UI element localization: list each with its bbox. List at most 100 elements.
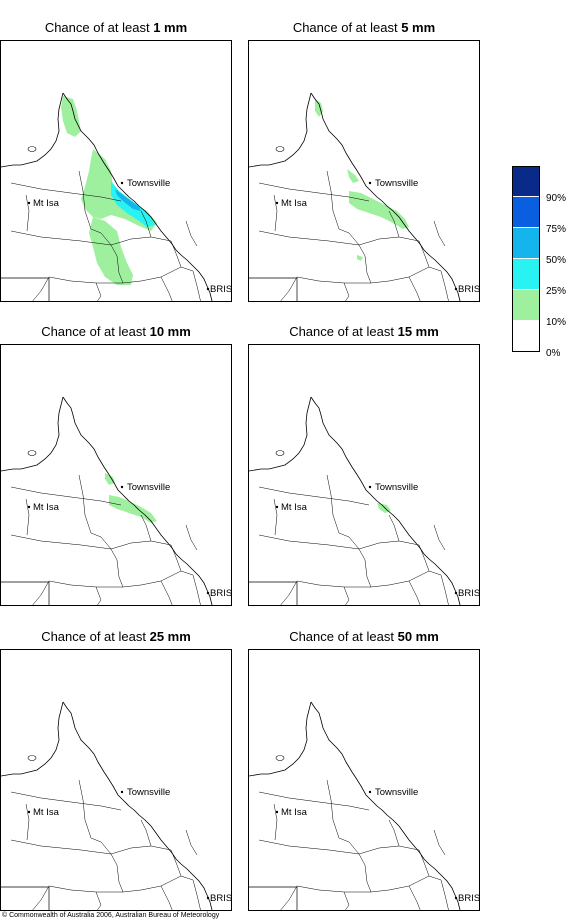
queensland-map: Townsville Mt Isa BRIS — [248, 649, 480, 911]
district-boundary — [25, 803, 30, 841]
brisbane-label: BRIS — [458, 284, 480, 295]
townsville-label: Townsville — [375, 482, 418, 493]
district-boundary — [122, 875, 194, 893]
district-boundary — [348, 536, 372, 588]
district-boundary — [343, 891, 350, 910]
district-boundary — [95, 891, 102, 910]
mt-isa-label: Mt Isa — [33, 807, 60, 818]
district-boundary — [160, 885, 173, 910]
district-boundary — [348, 841, 372, 893]
district-boundary — [258, 791, 370, 811]
place-marker — [206, 591, 210, 595]
townsville-label: Townsville — [127, 482, 170, 493]
district-boundary — [78, 779, 102, 843]
townsville-label: Townsville — [375, 178, 418, 189]
district-boundary — [100, 232, 124, 284]
rainfall-probability-area — [349, 191, 409, 229]
district-boundary — [433, 220, 446, 247]
island-outline — [27, 450, 37, 456]
place-marker — [368, 485, 372, 489]
island-outline — [275, 146, 285, 152]
legend-label-0: 0% — [546, 348, 561, 359]
district-boundary — [258, 839, 360, 855]
place-marker — [275, 505, 279, 509]
district-boundary — [32, 885, 50, 910]
mt-isa-label: Mt Isa — [281, 807, 308, 818]
district-boundary — [408, 276, 421, 301]
district-boundary — [140, 819, 152, 847]
inset-border — [249, 581, 298, 605]
brisbane-label: BRIS — [210, 893, 232, 904]
district-boundary — [370, 875, 442, 893]
district-boundary — [358, 236, 420, 246]
inset-border — [249, 886, 298, 910]
district-boundary — [258, 486, 370, 506]
district-boundary — [348, 232, 372, 284]
place-marker — [454, 287, 458, 291]
legend-label-50: 50% — [546, 255, 567, 266]
place-marker — [368, 181, 372, 185]
townsville-label: Townsville — [127, 787, 170, 798]
legend-swatch-10 — [512, 290, 540, 320]
district-boundary — [433, 829, 446, 856]
district-boundary — [170, 240, 182, 268]
inset-border — [249, 277, 298, 301]
place-marker — [120, 485, 124, 489]
district-boundary — [10, 182, 122, 202]
district-boundary — [388, 514, 400, 542]
district-boundary — [418, 849, 430, 877]
district-boundary — [78, 474, 102, 538]
district-boundary — [170, 544, 182, 572]
place-marker — [120, 181, 124, 185]
rainfall-probability-area — [105, 473, 115, 485]
rainfall-probability-area — [347, 169, 359, 183]
district-boundary — [185, 829, 198, 856]
place-marker — [27, 201, 31, 205]
district-boundary — [10, 486, 122, 506]
map-svg: Townsville Mt Isa BRIS — [1, 92, 231, 301]
district-boundary — [48, 885, 123, 893]
legend-label-90: 90% — [546, 193, 567, 204]
district-boundary — [440, 879, 449, 910]
district-boundary — [185, 220, 198, 247]
district-boundary — [273, 498, 278, 536]
island-outline — [27, 146, 37, 152]
mt-isa-label: Mt Isa — [281, 198, 308, 209]
coastline — [62, 396, 213, 605]
gulf-coastline — [1, 92, 64, 168]
district-boundary — [408, 580, 421, 605]
place-marker — [206, 287, 210, 291]
district-boundary — [32, 580, 50, 605]
place-marker — [27, 810, 31, 814]
district-boundary — [192, 879, 201, 910]
district-boundary — [280, 580, 298, 605]
queensland-map: Townsville Mt Isa BRIS — [248, 40, 480, 302]
island-outline — [275, 450, 285, 456]
district-boundary — [110, 845, 172, 855]
district-boundary — [10, 230, 112, 246]
place-marker — [368, 790, 372, 794]
district-boundary — [326, 170, 350, 234]
mt-isa-label: Mt Isa — [33, 502, 60, 513]
place-marker — [275, 201, 279, 205]
district-boundary — [408, 885, 421, 910]
district-boundary — [185, 524, 198, 551]
district-boundary — [192, 574, 201, 605]
district-boundary — [258, 230, 360, 246]
panel-title: Chance of at least 5 mm — [292, 20, 436, 35]
brisbane-label: BRIS — [458, 893, 480, 904]
mt-isa-label: Mt Isa — [281, 502, 308, 513]
inset-border — [1, 581, 50, 605]
district-boundary — [370, 266, 442, 284]
district-boundary — [258, 534, 360, 550]
district-boundary — [78, 170, 102, 234]
district-boundary — [358, 845, 420, 855]
district-boundary — [140, 210, 152, 238]
copyright-notice: © Commonwealth of Australia 2006, Austra… — [2, 912, 220, 919]
panel-title: Chance of at least 10 mm — [41, 324, 191, 339]
district-boundary — [440, 270, 449, 301]
district-boundary — [10, 791, 122, 811]
district-boundary — [296, 580, 371, 588]
brisbane-label: BRIS — [458, 588, 480, 599]
queensland-map: Townsville Mt Isa BRIS — [248, 344, 480, 606]
